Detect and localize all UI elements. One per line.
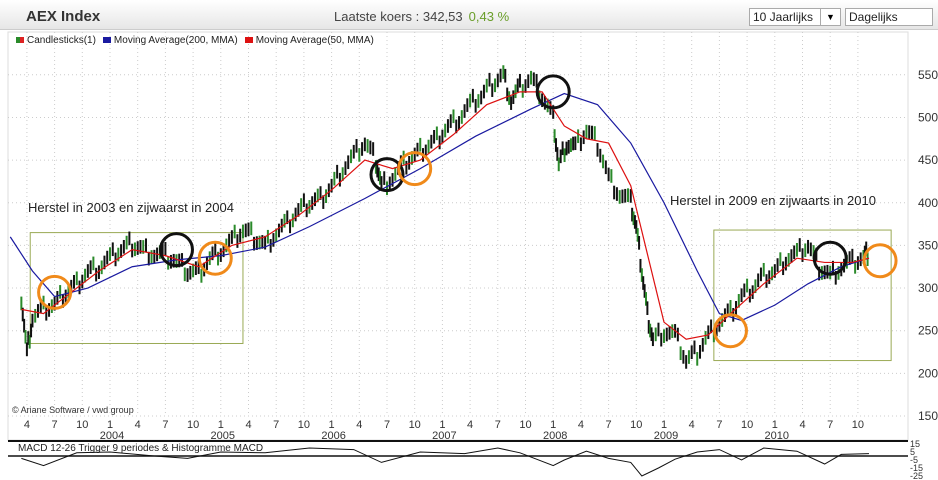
x-month-label: 10: [852, 419, 864, 431]
x-month-label: 10: [409, 419, 421, 431]
x-month-label: 1: [772, 419, 778, 431]
ma50-line: [21, 91, 870, 340]
legend-label: Candlesticks(1): [27, 35, 96, 46]
x-month-label: 10: [519, 419, 531, 431]
legend: Candlesticks(1) Moving Average(200, MMA)…: [16, 35, 374, 46]
macd-y-tick: -15: [910, 463, 923, 473]
x-month-label: 10: [187, 419, 199, 431]
highlight-box-2003: [29, 232, 244, 344]
x-month-label: 7: [716, 419, 722, 431]
x-month-label: 7: [384, 419, 390, 431]
y-tick-label: 450: [918, 153, 938, 167]
annotation-left: Herstel in 2003 en zijwaarst in 2004: [28, 200, 234, 215]
x-month-label: 1: [218, 419, 224, 431]
macd-y-tick: 5: [910, 447, 915, 457]
frequency-select[interactable]: Dagelijks: [845, 8, 933, 26]
annotation-circle: [535, 74, 571, 110]
x-month-label: 4: [356, 419, 362, 431]
header-bar: AEX Index Laatste koers : 342,53 0,43 % 1…: [0, 0, 938, 30]
highlight-box-2009: [713, 229, 892, 362]
x-year-label: 2005: [211, 430, 235, 442]
x-month-label: 10: [741, 419, 753, 431]
chevron-down-icon[interactable]: ▼: [820, 9, 840, 25]
macd-y-tick: 15: [910, 439, 920, 449]
y-tick-label: 500: [918, 110, 938, 124]
x-month-label: 1: [550, 419, 556, 431]
x-month-label: 7: [162, 419, 168, 431]
frequency-select-value: Dagelijks: [849, 10, 898, 24]
macd-y-tick: -25: [910, 471, 923, 480]
annotation-circle: [862, 243, 898, 279]
x-month-label: 4: [467, 419, 473, 431]
legend-label: Moving Average(50, MMA): [255, 35, 374, 46]
ma200-line: [9, 92, 870, 322]
period-select[interactable]: 10 Jaarlijks: [749, 8, 841, 26]
x-year-label: 2007: [432, 430, 456, 442]
y-tick-label: 350: [918, 238, 938, 252]
x-month-label: 7: [52, 419, 58, 431]
legend-label: Moving Average(200, MMA): [113, 35, 238, 46]
x-year-label: 2009: [654, 430, 678, 442]
x-month-label: 4: [578, 419, 584, 431]
x-month-label: 1: [329, 419, 335, 431]
y-tick-label: 400: [918, 196, 938, 210]
annotation-circle: [397, 151, 433, 187]
x-month-label: 4: [689, 419, 695, 431]
x-month-label: 4: [24, 419, 30, 431]
annotation-circle: [369, 157, 405, 193]
annotation-circle: [712, 313, 748, 349]
credit: © Ariane Software / vwd group: [12, 405, 134, 415]
macd-line: [21, 447, 869, 477]
legend-item-candles: Candlesticks(1): [16, 35, 96, 46]
legend-item-ma50: Moving Average(50, MMA): [244, 35, 374, 46]
x-month-label: 4: [245, 419, 251, 431]
y-tick-label: 200: [918, 366, 938, 380]
x-month-label: 1: [439, 419, 445, 431]
x-year-label: 2004: [100, 430, 124, 442]
macd-y-tick: -5: [910, 455, 918, 465]
x-month-label: 7: [827, 419, 833, 431]
y-tick-label: 250: [918, 324, 938, 338]
x-month-label: 4: [135, 419, 141, 431]
x-month-label: 10: [298, 419, 310, 431]
plot-area: [7, 31, 909, 441]
annotation-circle: [812, 240, 848, 276]
x-month-label: 10: [630, 419, 642, 431]
price-change: 0,43 %: [468, 9, 510, 24]
y-tick-label: 550: [918, 68, 938, 82]
x-month-label: 7: [495, 419, 501, 431]
x-year-label: 2008: [543, 430, 567, 442]
x-month-label: 7: [273, 419, 279, 431]
legend-item-ma200: Moving Average(200, MMA): [102, 35, 238, 46]
x-month-label: 1: [661, 419, 667, 431]
x-month-label: 4: [799, 419, 805, 431]
last-price-label: Laatste koers : 342,53: [334, 9, 463, 24]
period-select-value: 10 Jaarlijks: [753, 10, 814, 24]
x-month-label: 10: [76, 419, 88, 431]
x-month-label: 7: [606, 419, 612, 431]
x-year-label: 2010: [765, 430, 789, 442]
x-year-label: 2006: [321, 430, 345, 442]
last-price: Laatste koers : 342,53 0,43 %: [334, 9, 509, 24]
y-tick-label: 150: [918, 409, 938, 423]
annotation-circle: [158, 232, 194, 268]
annotation-circle: [197, 240, 233, 276]
annotation-circle: [37, 274, 73, 310]
macd-title: MACD 12-26 Trigger 9 periodes & Histogra…: [18, 443, 263, 454]
annotation-right: Herstel in 2009 en zijwaarts in 2010: [670, 193, 876, 208]
chart-title: AEX Index: [26, 8, 101, 25]
x-month-label: 1: [107, 419, 113, 431]
y-tick-label: 300: [918, 281, 938, 295]
